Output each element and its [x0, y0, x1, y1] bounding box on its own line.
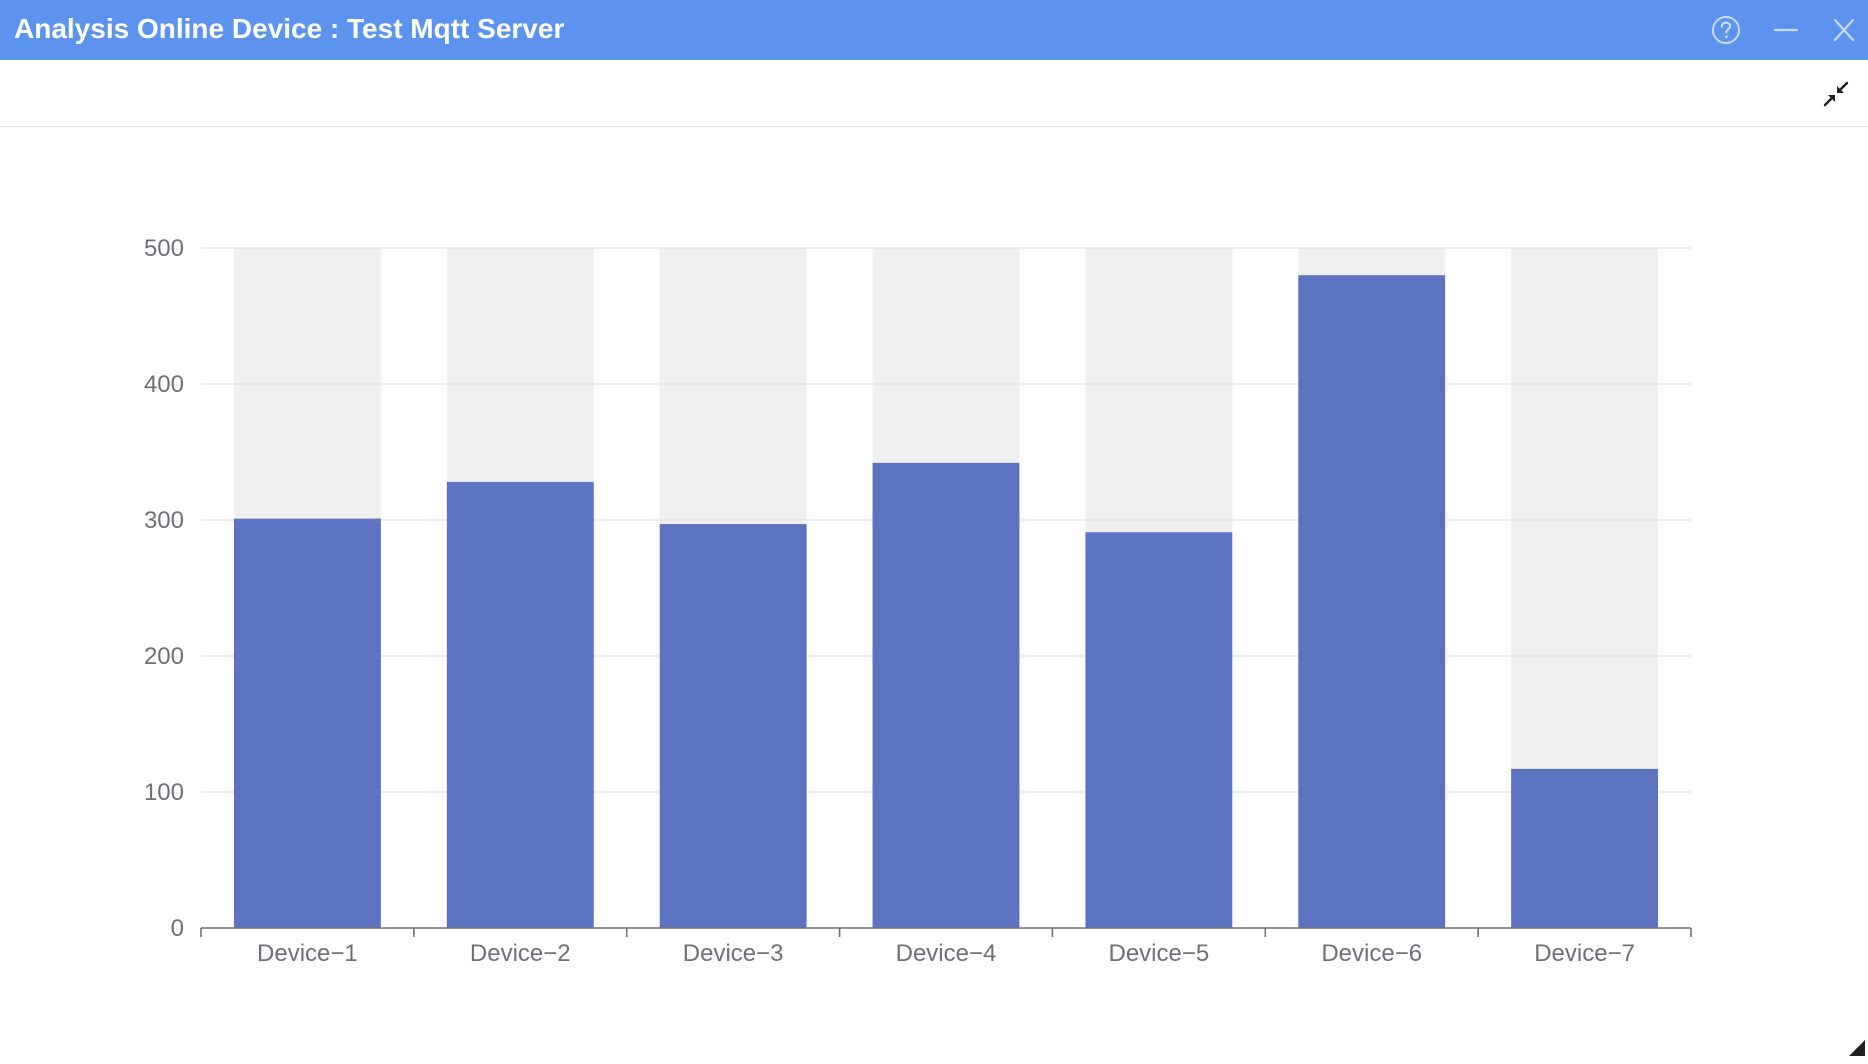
title-bar: Analysis Online Device : Test Mqtt Serve… [0, 0, 1868, 60]
y-tick-label: 500 [144, 235, 184, 262]
x-axis-labels: Device−1 Device−2 Device−3 Device−4 Device−5… [257, 940, 1635, 967]
bar-4[interactable] [872, 462, 1020, 928]
close-icon [1833, 18, 1855, 42]
help-circle-icon [1712, 16, 1740, 44]
x-tick-label: Device−5 [1108, 940, 1209, 967]
minimize-button[interactable] [1768, 12, 1804, 48]
y-tick-label: 300 [144, 507, 184, 534]
x-tick-label: Device−3 [683, 940, 784, 967]
x-tick-label: Device−7 [1534, 940, 1635, 967]
y-axis-labels: 0 100 200 300 400 500 [144, 235, 184, 942]
bar-5[interactable] [1085, 532, 1233, 928]
minimize-icon [1773, 28, 1799, 32]
bar-3[interactable] [659, 524, 807, 928]
y-tick-label: 100 [144, 779, 184, 806]
close-button[interactable] [1826, 12, 1862, 48]
y-tick-label: 0 [171, 915, 184, 942]
x-tick-label: Device−4 [896, 940, 997, 967]
collapse-arrows-icon [1823, 81, 1849, 107]
bar-7[interactable] [1511, 768, 1659, 928]
resize-grip[interactable] [1849, 1040, 1865, 1056]
bar-6[interactable] [1298, 275, 1446, 928]
resize-grip-icon [1849, 1040, 1865, 1056]
y-tick-label: 200 [144, 643, 184, 670]
help-button[interactable] [1708, 12, 1744, 48]
data-bars [233, 275, 1659, 928]
x-tick-label: Device−1 [257, 940, 358, 967]
x-tick-label: Device−2 [470, 940, 571, 967]
chart-toolbar [0, 60, 1868, 127]
y-tick-label: 400 [144, 371, 184, 398]
chart-container: 0 100 200 300 400 500 Device−1 Device−2 Device−… [0, 127, 1868, 1047]
bar-2[interactable] [446, 481, 594, 928]
bar-1[interactable] [233, 518, 381, 928]
collapse-button[interactable] [1820, 78, 1852, 110]
axes [200, 927, 1692, 937]
x-tick-label: Device−6 [1321, 940, 1422, 967]
window-title: Analysis Online Device : Test Mqtt Serve… [14, 13, 565, 44]
